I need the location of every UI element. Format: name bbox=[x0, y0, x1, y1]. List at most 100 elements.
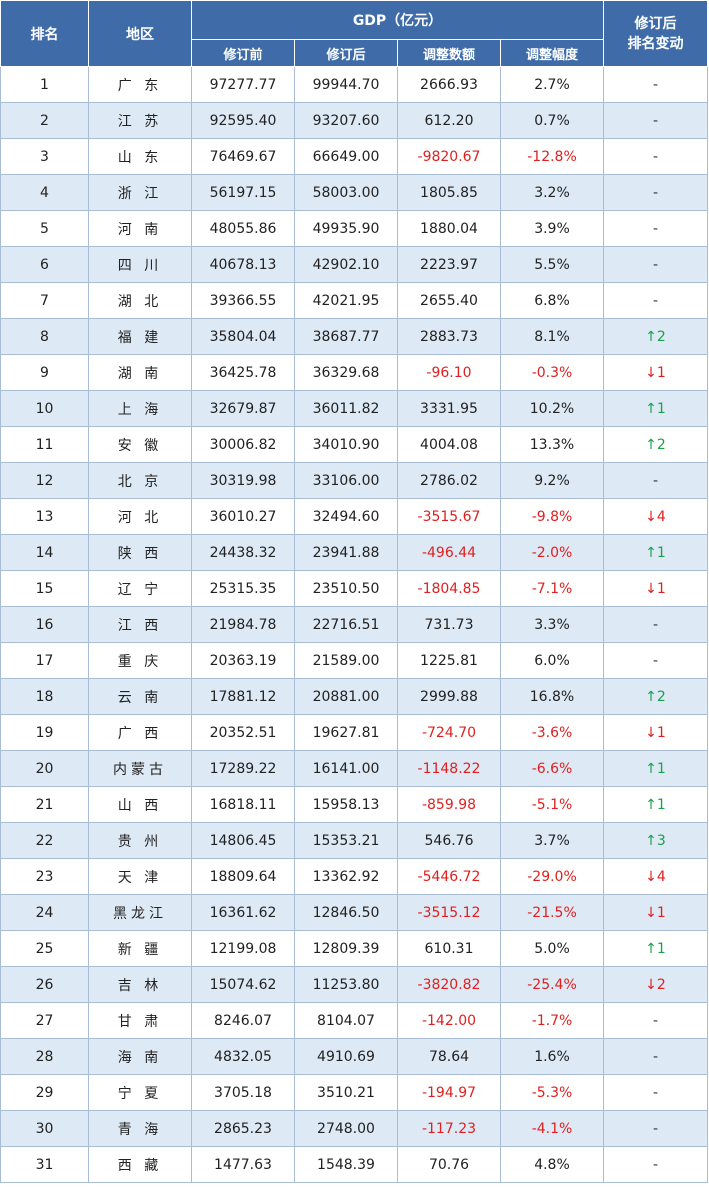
cell-adjust-amount: 70.76 bbox=[397, 1146, 501, 1183]
cell-rank: 31 bbox=[0, 1146, 89, 1183]
cell-gdp-after: 93207.60 bbox=[294, 102, 398, 139]
cell-adjust-amount: 2666.93 bbox=[397, 66, 501, 103]
cell-gdp-after: 8104.07 bbox=[294, 1002, 398, 1039]
cell-adjust-amount: 3331.95 bbox=[397, 390, 501, 427]
cell-adjust-amount: 2786.02 bbox=[397, 462, 501, 499]
cell-rank-change: ↑1 bbox=[603, 930, 708, 967]
cell-region: 天 津 bbox=[88, 858, 192, 895]
cell-rank: 6 bbox=[0, 246, 89, 283]
table-row: 10 上 海 32679.87 36011.82 3331.95 10.2% ↑1 bbox=[0, 390, 708, 427]
cell-gdp-after: 23510.50 bbox=[294, 570, 398, 607]
cell-rank-change: ↓1 bbox=[603, 714, 708, 751]
table-row: 31 西 藏 1477.63 1548.39 70.76 4.8% - bbox=[0, 1146, 708, 1183]
cell-gdp-after: 99944.70 bbox=[294, 66, 398, 103]
cell-adjust-pct: 6.8% bbox=[500, 282, 604, 319]
cell-rank: 18 bbox=[0, 678, 89, 715]
cell-rank: 25 bbox=[0, 930, 89, 967]
cell-rank: 4 bbox=[0, 174, 89, 211]
cell-region: 云 南 bbox=[88, 678, 192, 715]
cell-gdp-after: 15958.13 bbox=[294, 786, 398, 823]
cell-rank: 20 bbox=[0, 750, 89, 787]
cell-adjust-pct: 3.9% bbox=[500, 210, 604, 247]
cell-gdp-before: 24438.32 bbox=[191, 534, 295, 571]
header-rank-change-line2: 排名变动 bbox=[627, 35, 684, 52]
cell-rank: 27 bbox=[0, 1002, 89, 1039]
cell-rank: 21 bbox=[0, 786, 89, 823]
table-row: 20 内蒙古 17289.22 16141.00 -1148.22 -6.6% ↑1 bbox=[0, 750, 708, 787]
cell-adjust-amount: 1880.04 bbox=[397, 210, 501, 247]
cell-gdp-before: 8246.07 bbox=[191, 1002, 295, 1039]
cell-adjust-pct: 16.8% bbox=[500, 678, 604, 715]
cell-gdp-before: 17881.12 bbox=[191, 678, 295, 715]
cell-gdp-before: 25315.35 bbox=[191, 570, 295, 607]
cell-adjust-amount: -9820.67 bbox=[397, 138, 501, 175]
table-row: 16 江 西 21984.78 22716.51 731.73 3.3% - bbox=[0, 606, 708, 643]
table-row: 18 云 南 17881.12 20881.00 2999.88 16.8% ↑2 bbox=[0, 678, 708, 715]
cell-adjust-pct: 6.0% bbox=[500, 642, 604, 679]
table-row: 28 海 南 4832.05 4910.69 78.64 1.6% - bbox=[0, 1038, 708, 1075]
cell-rank-change: - bbox=[603, 606, 708, 643]
cell-adjust-amount: -3515.67 bbox=[397, 498, 501, 535]
table-row: 24 黑龙江 16361.62 12846.50 -3515.12 -21.5% ↓1 bbox=[0, 894, 708, 931]
table-row: 25 新 疆 12199.08 12809.39 610.31 5.0% ↑1 bbox=[0, 930, 708, 967]
cell-adjust-pct: 13.3% bbox=[500, 426, 604, 463]
cell-gdp-after: 34010.90 bbox=[294, 426, 398, 463]
cell-rank: 28 bbox=[0, 1038, 89, 1075]
cell-adjust-amount: -1148.22 bbox=[397, 750, 501, 787]
cell-rank-change: ↑2 bbox=[603, 678, 708, 715]
table-row: 19 广 西 20352.51 19627.81 -724.70 -3.6% ↓1 bbox=[0, 714, 708, 751]
cell-gdp-after: 20881.00 bbox=[294, 678, 398, 715]
cell-rank: 17 bbox=[0, 642, 89, 679]
cell-rank-change: - bbox=[603, 246, 708, 283]
cell-adjust-pct: -21.5% bbox=[500, 894, 604, 931]
table-row: 27 甘 肃 8246.07 8104.07 -142.00 -1.7% - bbox=[0, 1002, 708, 1039]
cell-region: 黑龙江 bbox=[88, 894, 192, 931]
cell-adjust-pct: 5.5% bbox=[500, 246, 604, 283]
cell-rank-change: ↓4 bbox=[603, 498, 708, 535]
cell-rank-change: - bbox=[603, 1110, 708, 1147]
cell-rank: 5 bbox=[0, 210, 89, 247]
cell-gdp-after: 16141.00 bbox=[294, 750, 398, 787]
cell-gdp-before: 48055.86 bbox=[191, 210, 295, 247]
table-row: 11 安 徽 30006.82 34010.90 4004.08 13.3% ↑2 bbox=[0, 426, 708, 463]
cell-region: 湖 南 bbox=[88, 354, 192, 391]
cell-gdp-after: 58003.00 bbox=[294, 174, 398, 211]
table-row: 17 重 庆 20363.19 21589.00 1225.81 6.0% - bbox=[0, 642, 708, 679]
cell-region: 福 建 bbox=[88, 318, 192, 355]
cell-rank: 19 bbox=[0, 714, 89, 751]
cell-adjust-amount: 1225.81 bbox=[397, 642, 501, 679]
header-rank-change-line1: 修订后 bbox=[634, 15, 677, 32]
cell-gdp-after: 1548.39 bbox=[294, 1146, 398, 1183]
cell-gdp-after: 42902.10 bbox=[294, 246, 398, 283]
cell-gdp-before: 15074.62 bbox=[191, 966, 295, 1003]
cell-adjust-pct: 0.7% bbox=[500, 102, 604, 139]
cell-gdp-after: 33106.00 bbox=[294, 462, 398, 499]
cell-rank-change: ↑2 bbox=[603, 318, 708, 355]
header-before: 修订前 bbox=[191, 39, 295, 67]
cell-gdp-after: 3510.21 bbox=[294, 1074, 398, 1111]
cell-adjust-amount: 2223.97 bbox=[397, 246, 501, 283]
cell-region: 广 西 bbox=[88, 714, 192, 751]
cell-rank: 26 bbox=[0, 966, 89, 1003]
cell-gdp-after: 66649.00 bbox=[294, 138, 398, 175]
cell-rank-change: ↑3 bbox=[603, 822, 708, 859]
cell-gdp-after: 23941.88 bbox=[294, 534, 398, 571]
cell-rank-change: ↑1 bbox=[603, 786, 708, 823]
cell-gdp-before: 14806.45 bbox=[191, 822, 295, 859]
table-row: 22 贵 州 14806.45 15353.21 546.76 3.7% ↑3 bbox=[0, 822, 708, 859]
cell-adjust-amount: 612.20 bbox=[397, 102, 501, 139]
cell-adjust-pct: -7.1% bbox=[500, 570, 604, 607]
cell-adjust-pct: 1.6% bbox=[500, 1038, 604, 1075]
cell-rank: 22 bbox=[0, 822, 89, 859]
cell-gdp-after: 11253.80 bbox=[294, 966, 398, 1003]
cell-rank-change: ↑1 bbox=[603, 534, 708, 571]
table-row: 12 北 京 30319.98 33106.00 2786.02 9.2% - bbox=[0, 462, 708, 499]
cell-rank: 7 bbox=[0, 282, 89, 319]
cell-rank-change: ↓1 bbox=[603, 570, 708, 607]
cell-gdp-before: 32679.87 bbox=[191, 390, 295, 427]
cell-rank-change: - bbox=[603, 1002, 708, 1039]
cell-adjust-amount: 731.73 bbox=[397, 606, 501, 643]
